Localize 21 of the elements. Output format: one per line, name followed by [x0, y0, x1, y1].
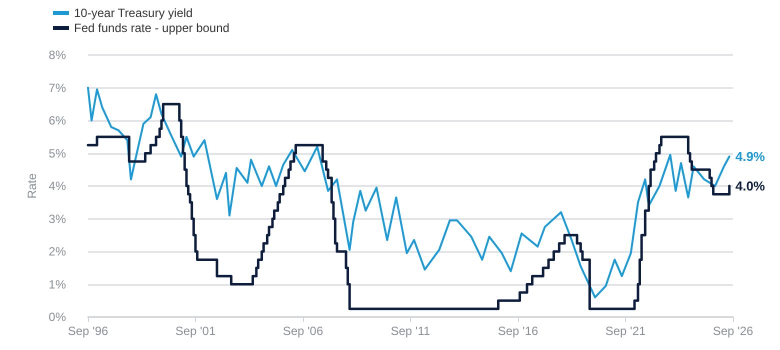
y-tick-label: 0%	[48, 310, 66, 324]
y-tick-label: 5%	[48, 146, 66, 160]
y-tick-label: 4%	[48, 179, 66, 193]
y-axis-title: Rate	[24, 173, 39, 199]
x-tick-label: Sep '96	[68, 324, 108, 338]
y-tick-label: 3%	[48, 212, 66, 226]
x-tick-label: Sep '01	[175, 324, 216, 338]
data-label: 4.9%	[735, 149, 766, 164]
y-tick-label: 1%	[48, 277, 66, 292]
y-tick-label: 8%	[48, 48, 66, 62]
legend-label: 10-year Treasury yield	[74, 6, 193, 20]
x-tick-label: Sep '11	[390, 324, 431, 338]
y-tick-label: 6%	[48, 114, 66, 128]
y-tick-label: 2%	[48, 244, 66, 258]
legend-label: Fed funds rate - upper bound	[74, 21, 230, 35]
x-tick-label: Sep '26	[712, 324, 754, 338]
data-label: 4.0%	[735, 178, 766, 194]
x-tick-label: Sep '06	[282, 324, 324, 338]
x-tick-label: Sep '21	[605, 324, 646, 338]
y-tick-label: 7%	[48, 80, 66, 95]
x-tick-label: Sep '16	[498, 324, 539, 338]
